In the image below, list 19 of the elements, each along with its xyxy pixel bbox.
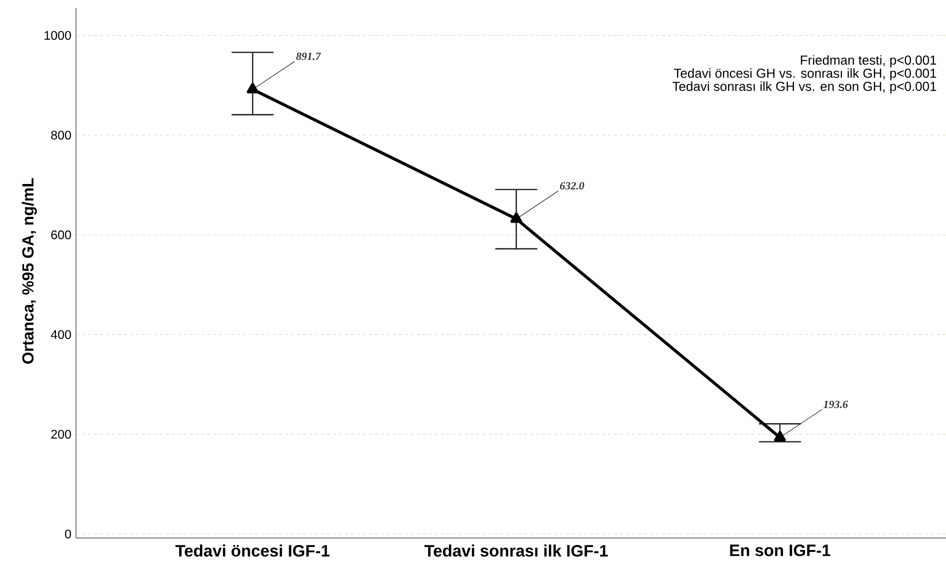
- y-tick-label: 0: [65, 530, 71, 538]
- x-tick-label: Tedavi sonrası ilk IGF-1: [424, 544, 608, 557]
- x-tick-label: Tedavi öncesi IGF-1: [175, 544, 330, 557]
- annotation: Tedavi öncesi GH vs. sonrası ilk GH, p<0.001: [674, 68, 936, 80]
- data-label: 193.6: [824, 400, 848, 408]
- point: [246, 82, 258, 94]
- x-tick-label: En son IGF-1: [730, 544, 830, 556]
- point: [774, 430, 786, 442]
- y-tick-label: 400: [50, 330, 71, 339]
- data-label: 891.7: [296, 52, 322, 60]
- y-tick-label: 200: [51, 430, 71, 439]
- y-tick-label: 1000: [44, 30, 71, 40]
- y-axis-title: Ortanca, %95 GA, ng/mL: [22, 178, 37, 364]
- annotation: Friedman testi, p<0.001: [800, 55, 936, 68]
- data-label: 632.0: [560, 182, 584, 190]
- point: [510, 212, 522, 223]
- y-tick-label: 600: [51, 230, 71, 240]
- annotation: Tedavi sonrası ilk GH vs. en son GH, p<0.001: [672, 81, 936, 94]
- y-tick-label: 800: [51, 130, 71, 140]
